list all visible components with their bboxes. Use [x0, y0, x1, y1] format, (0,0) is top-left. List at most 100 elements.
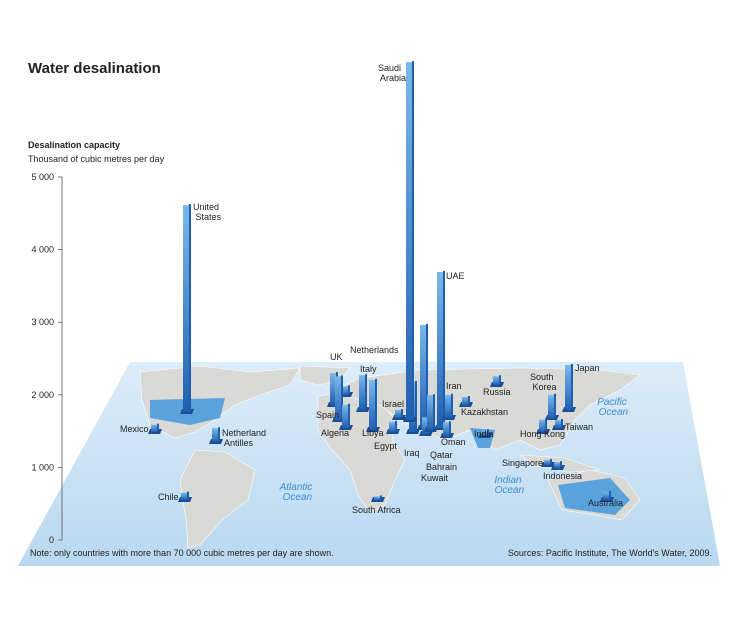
bar-front	[603, 492, 609, 500]
source: Sources: Pacific Institute, The World's …	[508, 548, 712, 558]
bar-front	[539, 419, 545, 432]
bar-side	[395, 420, 397, 431]
bar-front	[342, 386, 348, 395]
bar-label: United States	[193, 202, 222, 222]
bar	[478, 429, 492, 438]
y-tick-label: 1 000	[31, 462, 54, 472]
bar-label: Indonesia	[543, 471, 582, 481]
bar-label: Mexico	[120, 424, 149, 434]
bar-side	[449, 421, 451, 435]
bar-side	[443, 270, 445, 427]
bar	[551, 461, 565, 470]
bar-side	[341, 375, 343, 419]
bar	[459, 396, 473, 407]
bar-front	[374, 496, 380, 500]
bar-side	[487, 429, 489, 435]
bar-front	[406, 62, 412, 420]
bar-label: Hong Kong	[520, 429, 565, 439]
bar-label: India	[474, 429, 494, 439]
bar-side	[609, 491, 611, 499]
bar-side	[189, 204, 191, 411]
bar-label: Japan	[575, 363, 600, 373]
bar-side	[499, 375, 501, 384]
bar-label: Saudi Arabia	[378, 63, 406, 83]
bar-side	[187, 491, 189, 499]
bar-side	[375, 378, 377, 429]
bar	[545, 393, 559, 420]
bar-label: Chile	[158, 492, 179, 502]
bar-label: Spain	[316, 410, 339, 420]
bar-label: Netherlands	[350, 345, 399, 355]
bar-side	[433, 394, 435, 429]
bar-side	[561, 419, 563, 427]
bar	[600, 491, 614, 502]
bar-side	[571, 363, 573, 409]
bar-label: Iran	[446, 381, 462, 391]
bar	[442, 393, 456, 420]
chart-title: Water desalination	[28, 60, 161, 77]
bar-label: Russia	[483, 387, 511, 397]
bar-front	[544, 459, 550, 465]
bar-front	[342, 404, 348, 428]
bar-side	[348, 403, 350, 427]
bar-side	[380, 495, 382, 499]
bar	[356, 374, 370, 412]
bar	[562, 363, 576, 412]
bar-label: UAE	[446, 271, 465, 281]
bar-label: Singapore	[502, 458, 543, 468]
bar-label: South Korea	[530, 372, 557, 392]
ocean-label: Indian Ocean	[492, 475, 525, 496]
bar-label: Qatar	[430, 450, 453, 460]
bar-front	[445, 394, 451, 418]
bar-label: Libya	[362, 428, 384, 438]
bar-label: Australia	[588, 498, 623, 508]
bar-front	[427, 395, 433, 430]
bar	[490, 375, 504, 387]
bar-side	[550, 458, 552, 464]
bar-side	[545, 418, 547, 431]
bar-front	[151, 424, 157, 432]
bar-front	[548, 394, 554, 418]
y-tick-label: 5 000	[31, 172, 54, 182]
bar	[180, 204, 194, 414]
bar	[424, 394, 438, 432]
bar	[339, 403, 353, 430]
bar-front	[330, 373, 336, 405]
bar-side	[365, 374, 367, 409]
bar-side	[451, 393, 453, 417]
bar-side	[348, 385, 350, 394]
bar	[209, 427, 223, 444]
bar-label: UK	[330, 352, 343, 362]
bar	[366, 378, 380, 432]
axis-title: Desalination capacity	[28, 140, 120, 150]
bar-label: Taiwan	[565, 422, 593, 432]
bar-front	[395, 410, 401, 418]
bar-side	[560, 461, 562, 467]
y-tick-label: 0	[49, 535, 54, 545]
bar-side	[412, 61, 414, 419]
bar-front	[420, 324, 426, 428]
bar-label: South Africa	[352, 505, 401, 515]
bar-side	[401, 409, 403, 417]
bar-front	[493, 376, 499, 385]
bar-side	[157, 423, 159, 431]
note: Note: only countries with more than 70 0…	[30, 548, 334, 558]
y-tick-label: 4 000	[31, 245, 54, 255]
bar	[371, 495, 385, 502]
bar-label: Kuwait	[421, 473, 449, 483]
bar-side	[426, 323, 428, 427]
axis-subtitle: Thousand of cubic metres per day	[28, 154, 165, 164]
y-tick-label: 3 000	[31, 317, 54, 327]
bar-front	[555, 420, 561, 428]
bar	[178, 491, 192, 502]
bar	[440, 421, 454, 438]
bar	[536, 418, 550, 434]
bar	[386, 420, 400, 434]
bar-label: Oman	[441, 437, 466, 447]
bar-front	[422, 417, 428, 434]
bar	[541, 458, 555, 467]
ocean-label: Pacific Ocean	[596, 397, 629, 418]
bar-front	[181, 492, 187, 500]
bar-front	[335, 376, 341, 420]
